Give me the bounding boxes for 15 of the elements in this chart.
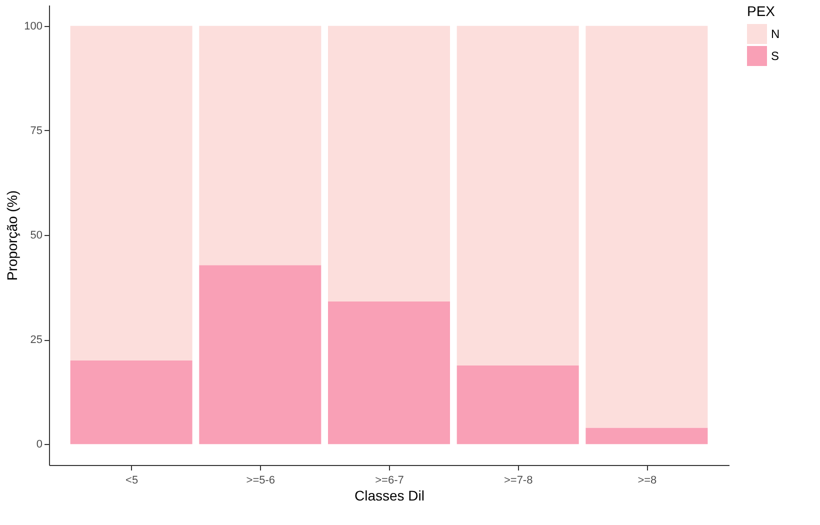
legend-label: N bbox=[771, 27, 780, 41]
y-tick-label: 100 bbox=[24, 20, 42, 32]
x-tick-label: <5 bbox=[126, 474, 138, 486]
y-tick-label: 25 bbox=[30, 334, 42, 346]
y-tick-label: 50 bbox=[30, 230, 42, 242]
y-tick-label: 0 bbox=[36, 438, 42, 451]
x-axis-title: Classes Dil bbox=[354, 488, 425, 504]
x-tick-label: >=5-6 bbox=[246, 474, 276, 486]
y-tick-label: 75 bbox=[30, 124, 42, 137]
legend-title: PEX bbox=[747, 3, 776, 19]
x-tick-label: >=6-7 bbox=[375, 474, 404, 486]
y-axis-title: Proporção (%) bbox=[4, 190, 20, 281]
x-tick-label: >=8 bbox=[638, 474, 657, 486]
legend-label: S bbox=[771, 49, 780, 63]
x-tick-label: >=7-8 bbox=[504, 474, 533, 486]
